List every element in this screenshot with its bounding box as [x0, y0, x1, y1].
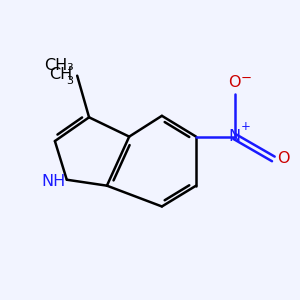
Text: N: N	[229, 129, 241, 144]
Text: O: O	[277, 152, 290, 166]
Text: −: −	[240, 72, 252, 85]
Text: O: O	[229, 75, 241, 90]
Text: CH₃: CH₃	[44, 58, 74, 73]
Text: 3: 3	[66, 76, 73, 86]
Text: CH: CH	[50, 67, 73, 82]
Text: NH: NH	[41, 174, 65, 189]
Text: +: +	[241, 120, 251, 133]
